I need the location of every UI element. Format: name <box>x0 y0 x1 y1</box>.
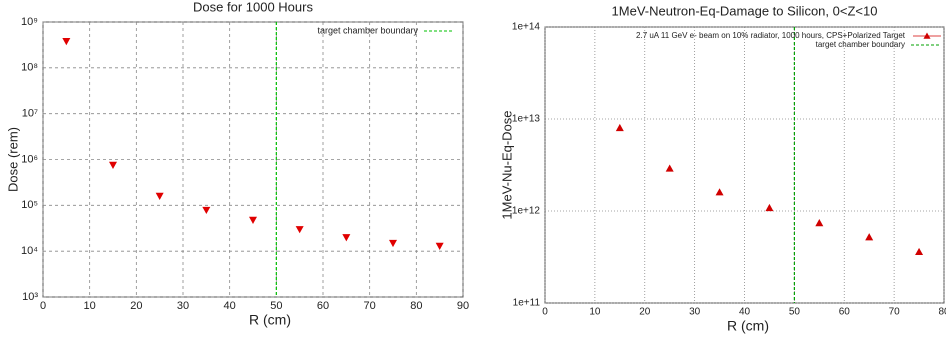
legend-marker <box>923 32 931 39</box>
data-point <box>815 219 824 227</box>
x-tick-label: 40 <box>739 307 751 318</box>
chart-title: 1MeV-Neutron-Eq-Damage to Silicon, 0<Z<1… <box>612 3 878 18</box>
x-tick-label: 50 <box>270 300 282 312</box>
y-tick-label: 10⁹ <box>21 16 38 28</box>
x-tick-label: 30 <box>177 300 189 312</box>
data-point <box>615 123 624 132</box>
legend-label: target chamber boundary <box>816 40 905 49</box>
y-tick-label: 1e+12 <box>512 206 541 217</box>
y-tick-label: 10⁴ <box>21 245 38 257</box>
x-tick-label: 70 <box>889 307 901 318</box>
y-axis-label: 1MeV-Nu-Eq-Dose <box>499 110 514 219</box>
x-tick-label: 30 <box>689 307 701 318</box>
chart-title: Dose for 1000 Hours <box>193 0 313 14</box>
data-point <box>249 216 257 224</box>
x-tick-label: 20 <box>130 300 142 312</box>
data-point <box>62 38 71 46</box>
x-tick-label: 50 <box>789 307 801 318</box>
legend-label: target chamber boundary <box>317 25 418 35</box>
data-point <box>665 164 674 172</box>
y-tick-label: 10⁷ <box>22 108 38 120</box>
data-point <box>389 239 397 248</box>
x-tick-label: 0 <box>40 300 46 312</box>
data-point <box>342 234 351 242</box>
y-tick-label: 10³ <box>22 291 38 303</box>
x-tick-label: 60 <box>839 307 851 318</box>
y-tick-label: 1e+14 <box>512 22 541 33</box>
y-tick-label: 10⁵ <box>21 199 38 211</box>
x-tick-label: 80 <box>938 307 946 318</box>
x-tick-label: 40 <box>224 300 236 312</box>
y-axis-label: Dose (rem) <box>5 127 20 192</box>
data-point <box>765 203 774 212</box>
x-tick-label: 70 <box>364 300 376 312</box>
data-point <box>202 206 211 215</box>
y-tick-label: 1e+11 <box>513 298 541 309</box>
x-tick-label: 90 <box>457 300 469 312</box>
data-point <box>865 233 874 241</box>
x-axis-label: R (cm) <box>727 318 769 334</box>
data-point <box>109 161 117 169</box>
x-tick-label: 0 <box>542 307 548 318</box>
data-point <box>155 192 164 200</box>
data-point <box>915 247 924 256</box>
legend-label: 2.7 uA 11 GeV e- beam on 10% radiator, 1… <box>636 31 906 40</box>
x-tick-label: 60 <box>317 300 329 312</box>
x-tick-label: 20 <box>639 307 651 318</box>
data-point <box>435 242 444 250</box>
data-point <box>715 188 724 196</box>
x-tick-label: 10 <box>589 307 601 318</box>
y-tick-label: 1e+13 <box>512 114 541 125</box>
x-axis-label: R (cm) <box>249 312 291 328</box>
x-tick-label: 10 <box>84 300 96 312</box>
y-tick-label: 10⁶ <box>21 153 38 165</box>
data-point <box>295 226 304 234</box>
y-tick-label: 10⁸ <box>21 62 38 74</box>
x-tick-label: 80 <box>410 300 422 312</box>
